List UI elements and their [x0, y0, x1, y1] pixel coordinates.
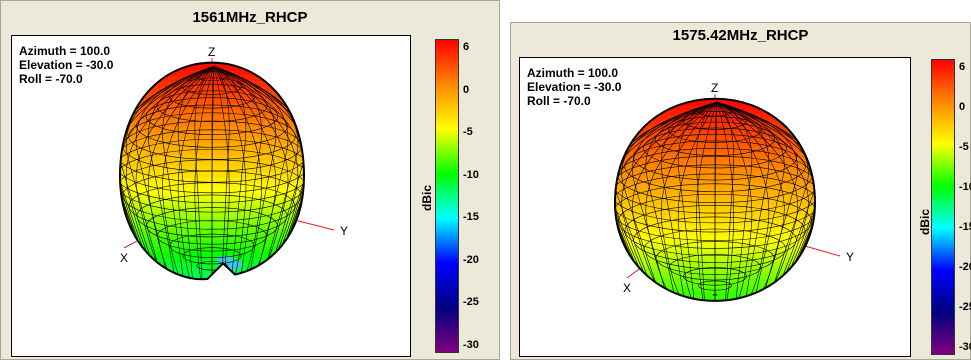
colorbar-tick-label: -5 — [463, 126, 473, 139]
colorbar-tick-label: 0 — [463, 83, 470, 96]
colorbar-tick-label: -10 — [463, 168, 479, 181]
azimuth-readout: Azimuth = 100.0 — [527, 66, 619, 80]
colorbar-ticks: 6 0 -5 -10 -15 -20 -25 -30 — [463, 39, 497, 353]
colorbar — [931, 59, 955, 355]
view-readout: Azimuth = 100.0 Elevation = -30.0 Roll =… — [19, 44, 113, 86]
radiation-pattern-3d: Z Y X — [613, 81, 854, 302]
pattern-outline — [118, 61, 306, 281]
y-axis-label: Y — [846, 250, 854, 264]
colorbar-tick-label: -15 — [463, 211, 479, 224]
colorbar-tick-label: 0 — [959, 101, 966, 113]
y-axis-label: Y — [340, 224, 348, 238]
roll-readout: Roll = -70.0 — [19, 72, 83, 86]
colorbar-unit-label: dBic — [420, 184, 435, 212]
radiation-pattern-3d: Z Y X — [118, 45, 348, 281]
chart-panel-1575: 1575.42MHz_RHCP Z Y X Azimuth = 100.0 Elev… — [510, 22, 971, 360]
pattern-outline — [613, 97, 817, 302]
pattern-surface — [615, 98, 815, 301]
colorbar-tick-label: -10 — [959, 181, 971, 193]
colorbar — [435, 39, 459, 353]
chart-panel-1561: 1561MHz_RHCP Z Y X Azimuth = 100.0 Elevati… — [0, 0, 500, 360]
colorbar-tick-label: -5 — [959, 141, 969, 153]
colorbar-tick-label: 6 — [463, 41, 470, 53]
chart-title: 1575.42MHz_RHCP — [672, 27, 809, 44]
colorbar-tick-label: -15 — [959, 221, 971, 233]
pattern-surface — [120, 62, 304, 280]
chart-title: 1561MHz_RHCP — [192, 9, 308, 26]
colorbar-unit-label: dBic — [918, 208, 933, 236]
elevation-readout: Elevation = -30.0 — [527, 80, 622, 94]
colorbar-tick-label: -20 — [959, 261, 971, 273]
plot-area[interactable]: Z Y X Azimuth = 100.0 Elevation = -30.0 Ro… — [519, 57, 911, 357]
plot-area[interactable]: Z Y X Azimuth = 100.0 Elevation = -30.0 Ro… — [11, 35, 411, 357]
colorbar-tick-label: -30 — [959, 341, 971, 353]
z-axis-label: Z — [208, 45, 215, 59]
x-axis-label: X — [623, 281, 631, 295]
colorbar-tick-label: -20 — [463, 253, 479, 266]
colorbar-tick-label: -30 — [463, 339, 479, 351]
elevation-readout: Elevation = -30.0 — [19, 58, 114, 72]
colorbar-ticks: 6 0 -5 -10 -15 -20 -25 -30 — [959, 59, 971, 355]
colorbar-tick-label: -25 — [463, 296, 479, 309]
view-readout: Azimuth = 100.0 Elevation = -30.0 Roll =… — [527, 66, 621, 108]
azimuth-readout: Azimuth = 100.0 — [19, 44, 111, 58]
colorbar-tick-label: -25 — [959, 301, 971, 313]
roll-readout: Roll = -70.0 — [527, 94, 591, 108]
colorbar-tick-label: 6 — [959, 61, 966, 73]
x-axis-label: X — [120, 251, 128, 265]
z-axis-label: Z — [711, 81, 718, 95]
